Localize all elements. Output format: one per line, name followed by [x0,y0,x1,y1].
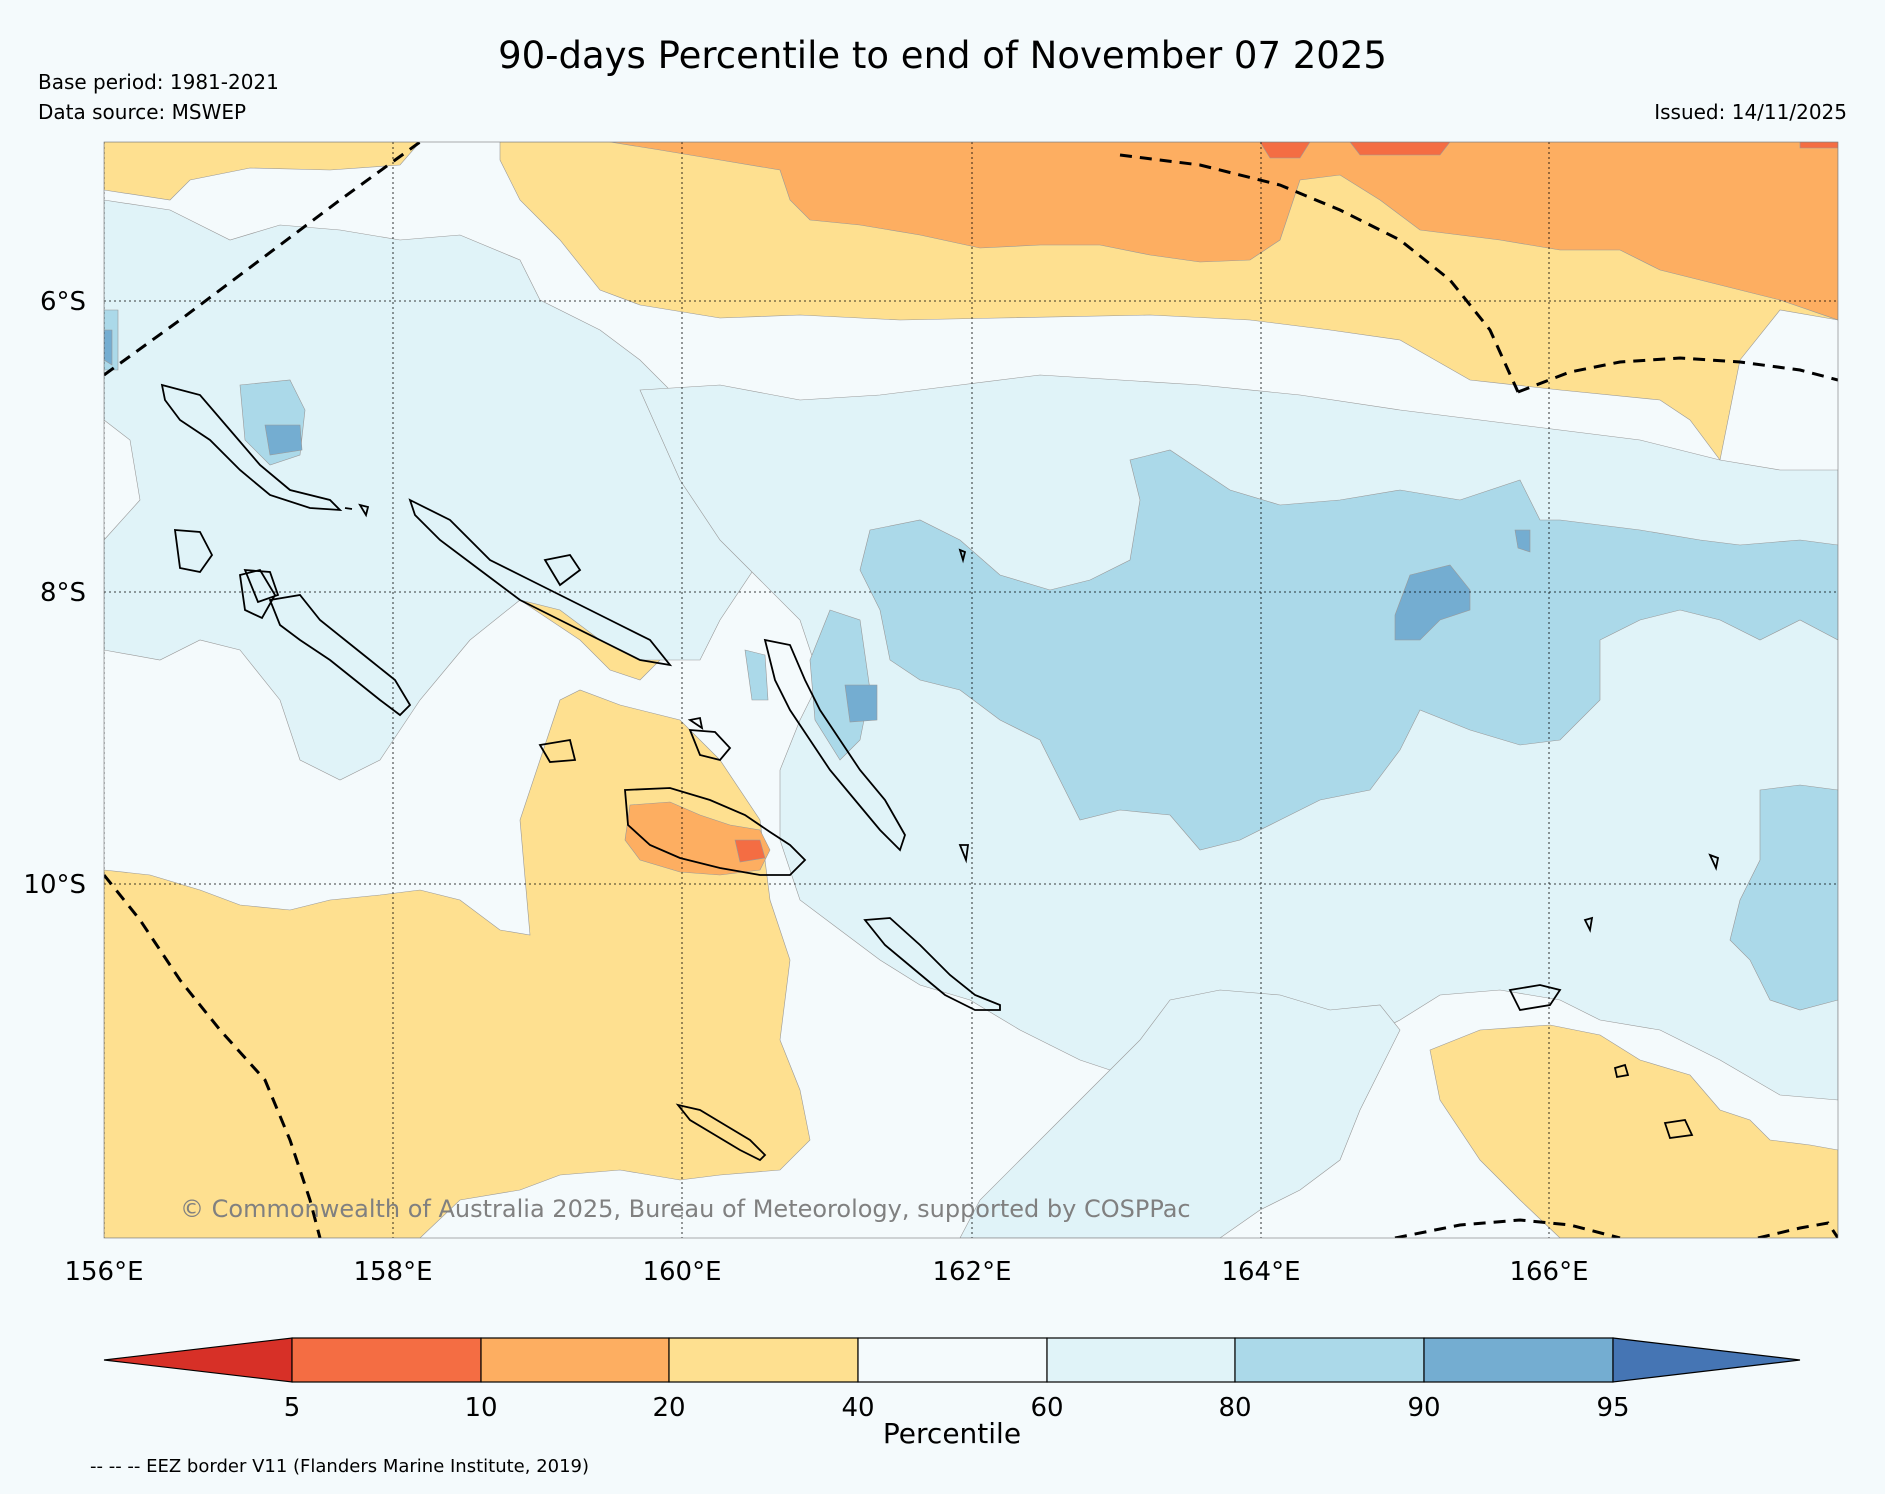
colorbar-bin-above-95 [1612,1337,1801,1383]
colorbar-tick-5: 5 [284,1393,301,1423]
latitude-tick-labels: 6°S 8°S 10°S [23,287,86,900]
lat-tick-8s: 8°S [40,578,86,608]
colorbar-bin-10-20 [480,1337,670,1383]
colorbar-tick-80: 80 [1218,1393,1251,1423]
coastline-florida-islands [688,728,732,762]
well-above-normal-region-east [1729,784,1838,1011]
colorbar-tick-90: 90 [1407,1393,1440,1423]
colorbar-tick-20: 20 [652,1393,685,1423]
coastline-vella-lavella [243,568,280,604]
lat-tick-10s: 10°S [23,870,86,900]
coastline-makira [675,1103,767,1162]
eez-border-northeast [1119,153,1520,393]
colorbar-bin-40-60 [857,1337,1048,1383]
base-period-label: Base period: 1981-2021 [38,70,279,94]
eez-border-note: -- -- -- EEZ border V11 (Flanders Marine… [90,1456,590,1477]
colorbar-bin-60-80 [1046,1337,1236,1383]
coastline-choiseul [408,498,673,667]
coastline-santa-cruz [1508,984,1694,1139]
coastline-santa-isabel [763,638,906,852]
eez-border-south [1394,1218,1621,1238]
very-low-region-guadalcanal [734,839,766,863]
dry-region-southeast [1429,1024,1838,1238]
lon-tick-160: 160°E [642,1257,721,1287]
lon-tick-166: 166°E [1509,1257,1588,1287]
well-above-normal-patch-west [104,309,871,761]
map-title: 90-days Percentile to end of November 07… [498,34,1387,77]
colorbar-bin-80-90 [1234,1337,1425,1383]
coastline-bougainville [160,383,343,512]
longitude-tick-labels: 156°E 158°E 160°E 162°E 164°E 166°E [64,1257,1588,1287]
colorbar-bin-90-95 [1423,1337,1614,1383]
lon-tick-162: 162°E [932,1257,1011,1287]
eez-borders [104,142,1838,1238]
lon-tick-156: 156°E [64,1257,143,1287]
graticule [104,142,1838,1238]
colorbar-bin-20-40 [668,1337,859,1383]
below-normal-region-north [609,142,1838,321]
colorbar-bin-5-10 [291,1337,482,1383]
coastline-guadalcanal [624,787,807,876]
lon-tick-164: 164°E [1221,1257,1300,1287]
map-frame [103,141,1839,1239]
coastline-malaita [863,917,1001,1011]
below-normal-region-guadalcanal [624,801,771,876]
colorbar-tick-10: 10 [464,1393,497,1423]
very-low-region-north [1259,142,1838,159]
colorbar-tick-95: 95 [1596,1393,1629,1423]
issued-date-label: Issued: 14/11/2025 [1654,100,1847,124]
coastline-rennell [543,553,582,587]
well-above-normal-region-central [859,449,1838,851]
lat-tick-6s: 6°S [40,287,86,317]
eez-border-southwest [104,874,322,1238]
coastlines [160,383,1720,1162]
eez-border-northwest [104,142,421,377]
lon-tick-158: 158°E [353,1257,432,1287]
copyright-text: © Commonwealth of Australia 2025, Bureau… [180,1195,1191,1223]
dry-region-northwest-patch [104,142,421,201]
colorbar-bin-below-5 [103,1337,293,1383]
colorbar-label: Percentile [883,1417,1021,1450]
coastline-kolombangara [173,529,214,573]
eez-border-east [1517,356,1838,394]
above-normal-region-south [959,989,1401,1238]
colorbar-tick-40: 40 [841,1393,874,1423]
colorbar-tick-60: 60 [1030,1393,1063,1423]
colorbar: 5 10 20 40 60 80 90 95 Percentile [103,1337,1801,1450]
eez-border-southeast [1757,1221,1838,1238]
much-above-normal-region [104,329,1531,723]
colorbar-tick-labels: 5 10 20 40 60 80 90 95 [284,1393,1630,1423]
data-source-label: Data source: MSWEP [38,100,247,124]
coastline-small-islands [344,503,1720,933]
map-panel: © Commonwealth of Australia 2025, Bureau… [104,142,1838,1238]
